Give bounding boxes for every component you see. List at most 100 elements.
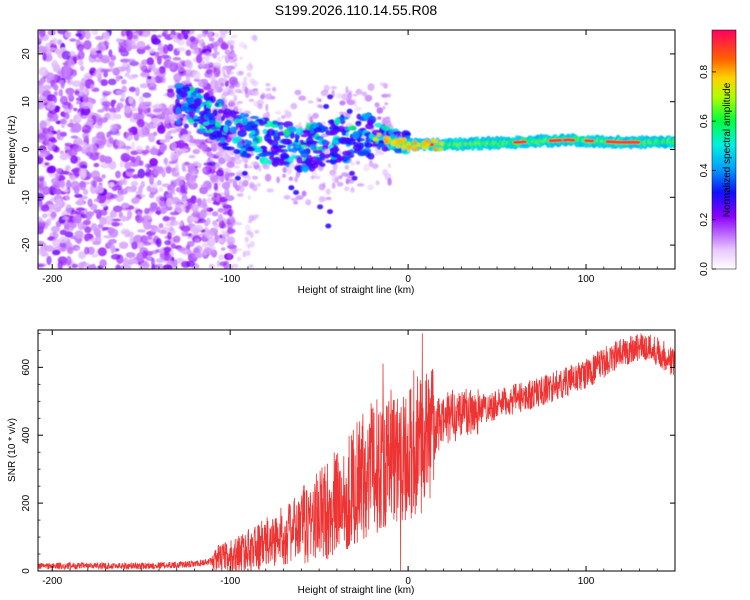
spectrogram-cell xyxy=(170,34,176,38)
spectrogram-cell xyxy=(159,139,167,144)
spectrogram-cell xyxy=(438,147,444,152)
spectrogram-xtick-label: 100 xyxy=(578,274,595,285)
spectrogram-cell xyxy=(331,182,336,189)
spectrogram-cell xyxy=(122,204,130,208)
spectrogram-cell xyxy=(232,247,238,255)
spectrogram-cell xyxy=(241,170,248,176)
colorbar-tick-label: 0.4 xyxy=(699,163,710,177)
spectrogram-cell xyxy=(239,56,243,60)
spectrogram-cell xyxy=(153,68,160,77)
spectrogram-cell xyxy=(210,126,220,131)
spectrogram-cell xyxy=(102,31,110,42)
spectrogram-cell xyxy=(215,121,222,126)
spectrogram-cell xyxy=(317,204,324,210)
spectrogram-cell xyxy=(201,30,208,38)
spectrogram-cell xyxy=(234,175,241,181)
spectrogram-cell xyxy=(47,118,58,122)
spectrogram-cell xyxy=(237,129,247,138)
spectrogram-cell xyxy=(130,107,138,112)
spectrogram-cell xyxy=(168,160,175,165)
spectrogram-cell xyxy=(244,86,249,95)
spectrogram-cell xyxy=(401,144,407,148)
spectrogram-cell xyxy=(80,77,86,87)
spectrogram-cell xyxy=(203,121,209,126)
spectrogram-cell xyxy=(323,154,330,159)
spectrogram-cell xyxy=(58,236,68,244)
spectrogram-cell xyxy=(73,107,78,112)
spectrogram-cell xyxy=(55,172,60,181)
spectrogram-cell xyxy=(266,188,275,193)
colorbar-tick-label: 0.0 xyxy=(699,262,710,276)
spectrogram-cell xyxy=(126,64,131,74)
spectrogram-cell xyxy=(252,34,258,42)
spectrogram-cell xyxy=(110,253,121,260)
spectrogram-cell xyxy=(145,30,151,34)
spectrogram-cell xyxy=(206,100,213,109)
spectrogram-cell xyxy=(38,199,43,208)
spectrogram-cell xyxy=(58,80,63,85)
spectrogram-cell xyxy=(407,145,412,150)
spectrogram-cell xyxy=(229,126,237,133)
spectrogram-cell xyxy=(156,55,162,65)
spectrogram-cell xyxy=(356,113,362,120)
spectrogram-cell xyxy=(171,172,180,177)
spectrogram-cell xyxy=(242,179,249,187)
spectrogram-cell xyxy=(219,137,226,144)
spectrogram-cell xyxy=(250,130,256,135)
spectrogram-cell xyxy=(107,78,117,86)
spectrogram-cell xyxy=(115,90,124,95)
spectrogram-cell xyxy=(248,120,255,126)
spectrogram-cell xyxy=(76,207,85,212)
spectrogram-cell xyxy=(385,136,390,140)
spectrogram-cell xyxy=(228,264,234,269)
spectrogram-cell xyxy=(72,122,82,133)
spectrogram-cell xyxy=(227,228,236,234)
spectrogram-cell xyxy=(239,185,245,193)
snr-ticks: -200 -100 0 100 0 200 400 600 xyxy=(21,330,676,587)
spectrogram-cell xyxy=(430,143,435,147)
spectrogram-cell xyxy=(227,241,234,246)
spectrogram-cell xyxy=(215,151,222,157)
spectrogram-cell xyxy=(136,252,145,263)
spectrogram-cell xyxy=(101,101,112,107)
spectrogram-cell xyxy=(86,117,94,126)
spectrogram-cell xyxy=(115,170,121,179)
spectrogram-cell xyxy=(42,213,48,219)
spectrogram-cell xyxy=(122,145,132,150)
spectrogram-cell xyxy=(229,52,235,58)
spectrogram-cell xyxy=(382,106,386,110)
spectrogram-cell xyxy=(374,152,378,156)
spectrogram-cell xyxy=(241,158,248,163)
spectrogram-cell xyxy=(38,156,43,165)
spectrogram-cell xyxy=(186,97,192,105)
spectrogram-cell xyxy=(197,218,207,224)
spectrogram-cell xyxy=(244,163,248,169)
spectrogram-cell xyxy=(66,92,74,99)
spectrogram-cell xyxy=(439,141,444,146)
spectrogram-cell xyxy=(124,106,132,114)
spectrogram-cell xyxy=(405,142,411,146)
spectrogram-cell xyxy=(111,221,120,227)
snr-xtick-label: -100 xyxy=(220,576,240,587)
spectrogram-cell xyxy=(229,44,234,50)
spectrogram-cell xyxy=(280,153,290,160)
spectrogram-cell xyxy=(278,145,287,148)
spectrogram-cell xyxy=(92,180,98,188)
spectrogram-cell xyxy=(265,82,271,87)
spectrogram-cell xyxy=(173,235,181,243)
spectrogram-cell xyxy=(355,88,363,95)
spectrogram-cell xyxy=(61,170,70,175)
spectrogram-cell xyxy=(213,182,219,191)
spectrogram-cell xyxy=(153,108,162,113)
spectrogram-cell xyxy=(384,139,390,144)
spectrogram-cell xyxy=(239,152,249,158)
spectrogram-cell xyxy=(82,261,87,266)
spectrogram-cell xyxy=(176,246,187,252)
spectrogram-cell xyxy=(344,186,350,192)
spectrogram-cell xyxy=(205,51,211,57)
spectrogram-cell xyxy=(219,261,227,267)
spectrogram-cell xyxy=(195,54,203,64)
spectrogram-cell xyxy=(264,173,272,182)
spectrogram-cell xyxy=(195,238,200,243)
spectrogram-cell xyxy=(289,131,295,139)
